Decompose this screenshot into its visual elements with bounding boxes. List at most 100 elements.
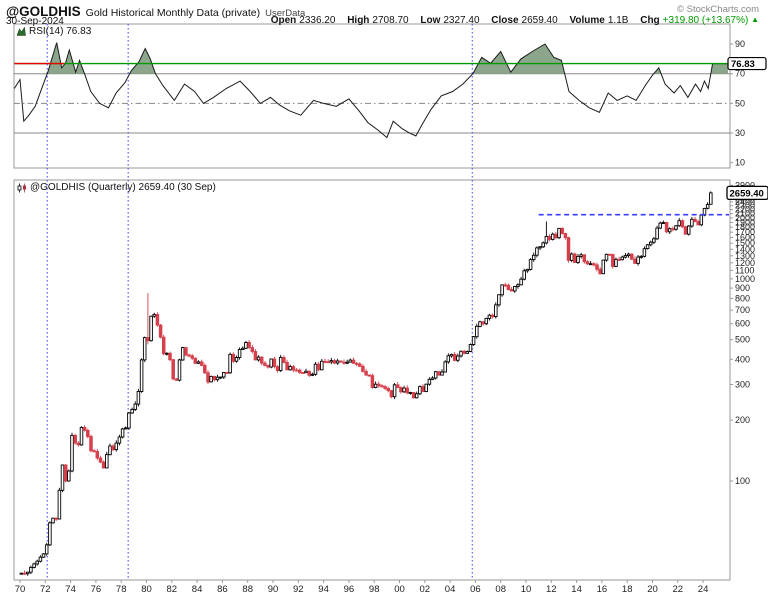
- candle-body: [494, 304, 498, 318]
- candle-body: [114, 442, 119, 451]
- x-axis-label: 82: [167, 584, 178, 595]
- open-value: 2336.20: [299, 15, 336, 26]
- price-axis-label: 2400: [735, 197, 755, 207]
- candle-body: [452, 353, 457, 361]
- candle-body: [475, 325, 479, 338]
- x-axis-label: 98: [369, 584, 380, 595]
- candle-body: [582, 254, 587, 263]
- rsi-overbought-fill: [14, 42, 728, 74]
- candle-body: [588, 263, 593, 266]
- chg-value: +319.80 (+13.67%): [662, 15, 749, 26]
- candle-body: [579, 254, 583, 257]
- x-axis-label: 84: [192, 584, 203, 595]
- candle-body: [282, 357, 286, 363]
- rsi-current-box: 76.83: [727, 56, 767, 71]
- candle-body: [519, 278, 523, 286]
- candle-body: [304, 370, 308, 374]
- volume-label: Volume: [569, 15, 605, 26]
- candle-body: [241, 347, 245, 350]
- candle-body: [269, 358, 273, 368]
- candle-body: [604, 253, 609, 261]
- price-current-box: 2659.40: [726, 185, 768, 201]
- candle-body: [70, 434, 74, 472]
- candle-body: [633, 258, 637, 264]
- chart-root: 9070503010290028002700260025002400230022…: [13, 23, 768, 595]
- candle-body: [234, 357, 239, 362]
- candle-body: [408, 392, 413, 394]
- candle-body: [468, 344, 473, 352]
- price-axis-label: 1700: [735, 227, 755, 237]
- candle-body: [705, 204, 710, 209]
- candle-body: [658, 222, 662, 229]
- candle-body: [456, 355, 460, 361]
- x-axis-label: 76: [91, 584, 102, 595]
- candle-body: [636, 256, 640, 264]
- open-label: Open: [270, 15, 297, 26]
- candle-body: [645, 244, 650, 250]
- candle-body: [218, 376, 223, 379]
- x-axis-label: 24: [698, 584, 709, 595]
- candle-body: [652, 238, 656, 243]
- candle-body: [98, 457, 103, 463]
- candle-body: [592, 263, 596, 266]
- candle-body: [373, 383, 378, 388]
- x-axis-label: 72: [40, 584, 51, 595]
- candle-body: [449, 353, 454, 357]
- candle-body: [253, 351, 258, 361]
- candle-body: [247, 342, 251, 348]
- candle-body: [535, 247, 539, 256]
- candle-body: [177, 359, 182, 381]
- candle-body: [351, 359, 356, 364]
- candle-body: [500, 284, 504, 296]
- candle-body: [380, 385, 384, 388]
- x-axis-label: 12: [546, 584, 557, 595]
- candle-body: [206, 372, 210, 383]
- candle-body: [614, 258, 618, 267]
- candle-body: [626, 253, 631, 257]
- candle-body: [361, 365, 365, 372]
- indicator-area-icon: [17, 27, 26, 36]
- candle-body: [509, 289, 514, 292]
- candle-body: [165, 352, 169, 355]
- candle-body: [377, 383, 381, 387]
- candle-body: [158, 324, 163, 338]
- x-axis-label: 90: [268, 584, 279, 595]
- candle-body: [402, 387, 406, 393]
- candle-body: [256, 356, 261, 361]
- candle-body: [291, 366, 296, 371]
- chg-label: Chg: [640, 15, 660, 26]
- rsi-line: [13, 42, 728, 139]
- candle-body: [399, 387, 403, 393]
- candle-body: [288, 366, 292, 371]
- candle-body: [127, 412, 131, 429]
- candle-body: [386, 387, 390, 392]
- candle-body: [266, 364, 270, 368]
- candle-body: [446, 355, 451, 363]
- symbol: @GOLDHIS: [6, 4, 81, 19]
- candle-body: [316, 363, 321, 371]
- candle-body: [73, 434, 77, 444]
- candle-body: [642, 248, 647, 257]
- candlestick-series: [19, 191, 713, 576]
- candle-body: [664, 222, 669, 233]
- candle-body: [443, 361, 447, 373]
- high-label: High: [347, 15, 370, 26]
- candle-body: [285, 361, 289, 371]
- candle-body: [335, 360, 340, 364]
- candle-body: [320, 360, 324, 371]
- candle-body: [497, 294, 501, 306]
- candle-body: [506, 284, 511, 291]
- candle-body: [484, 317, 489, 325]
- low-label: Low: [420, 15, 441, 26]
- candle-body: [174, 378, 179, 381]
- candle-body: [693, 218, 697, 223]
- candle-body: [566, 237, 571, 261]
- candle-body: [557, 227, 561, 239]
- candle-body: [57, 489, 62, 520]
- candle-body: [437, 371, 441, 376]
- price-axis-label: 400: [735, 354, 750, 364]
- candle-body: [531, 254, 536, 261]
- candle-body: [67, 470, 71, 482]
- price-axis-label: 1800: [735, 222, 755, 232]
